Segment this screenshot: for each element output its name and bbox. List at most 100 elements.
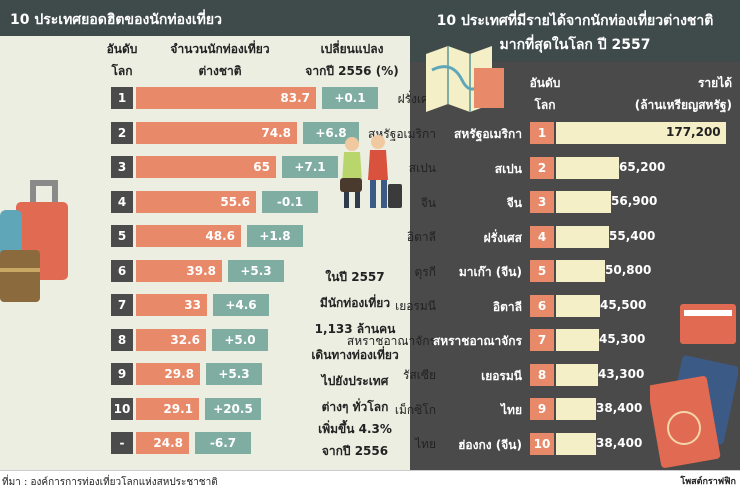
left-rank-header-1: อันดับ — [106, 42, 138, 56]
country-label: มาเก๊า (จีน) — [458, 265, 522, 279]
passport-illustration — [650, 304, 738, 468]
note-line-1: ในปี 2557 — [325, 270, 385, 284]
rank-box: 1 — [111, 87, 133, 109]
map-illustration — [426, 46, 504, 112]
note-line-6: ต่างๆ ทั่วโลก — [321, 400, 389, 414]
rank-box: 1 — [530, 122, 554, 144]
rank-box: 8 — [111, 328, 133, 351]
country-label: สหราชอาณาจักร — [346, 333, 436, 348]
note-line-2: มีนักท่องเที่ยว — [319, 296, 391, 310]
arrivals-bar: 24.8 — [136, 432, 189, 454]
left-title: 10 ประเทศยอดฮิตของนักท่องเที่ยว — [10, 12, 222, 28]
arrivals-header-1: จำนวนนักท่องเที่ยว — [170, 42, 270, 56]
revenue-value: 38,400 — [596, 401, 643, 415]
revenue-bar — [556, 294, 600, 317]
left-rank-header-2: โลก — [111, 64, 133, 78]
rank-box: 6 — [530, 294, 554, 317]
rank-box: 3 — [530, 191, 554, 213]
rank-box: 2 — [111, 121, 133, 144]
rank-box: 5 — [111, 225, 133, 247]
source-bar: ที่มา : องค์การการท่องเที่ยวโลกแห่งสหประ… — [0, 470, 740, 494]
right-title-line-2: มากที่สุดในโลก ปี 2557 — [499, 37, 651, 53]
country-label: จีน — [420, 195, 436, 210]
right-title-line-1: 10 ประเทศที่มีรายได้จากนักท่องเที่ยวต่าง… — [436, 13, 714, 29]
right-title-bar: 10 ประเทศที่มีรายได้จากนักท่องเที่ยวต่าง… — [410, 0, 740, 62]
rank-box: - — [111, 432, 133, 454]
note-line-7: เพิ่มขึ้น 4.3% — [318, 422, 392, 436]
rank-box: 7 — [530, 329, 554, 351]
revenue-value: 50,800 — [605, 263, 652, 277]
revenue-bar — [556, 225, 609, 248]
arrivals-bar: 39.8 — [136, 259, 222, 282]
revenue-value: 177,200 — [666, 125, 721, 139]
change-badge: +0.1 — [322, 87, 378, 109]
change-badge: +5.0 — [212, 328, 268, 351]
revenue-bar — [556, 329, 599, 351]
change-badge: +7.1 — [282, 156, 338, 178]
rank-box: 9 — [530, 398, 554, 420]
revenue-value: 45,300 — [599, 332, 646, 346]
arrivals-bar: 48.6 — [136, 225, 241, 247]
arrivals-header-2: ต่างชาติ — [198, 64, 242, 78]
country-label: ไทย — [501, 403, 522, 417]
country-label: ฮ่องกง (จีน) — [458, 437, 522, 452]
revenue-value: 45,500 — [600, 297, 647, 312]
rank-box: 5 — [530, 260, 554, 282]
change-badge: -6.7 — [195, 432, 251, 454]
change-badge: +20.5 — [205, 397, 261, 420]
revenue-bar — [556, 432, 596, 455]
note-line-8: จากปี 2556 — [321, 444, 389, 458]
country-label: สเปน — [408, 161, 436, 175]
change-badge: +5.3 — [228, 259, 284, 282]
travelers-illustration — [340, 135, 402, 208]
revenue-bar — [556, 260, 605, 282]
rank-box: 4 — [530, 225, 554, 248]
rank-box: 10 — [530, 432, 554, 455]
revenue-bar — [556, 398, 596, 420]
change-header-1: เปลี่ยนแปลง — [320, 42, 384, 56]
arrivals-bar: 32.6 — [136, 328, 206, 351]
rank-box: 4 — [111, 190, 133, 213]
revenue-value: 38,400 — [596, 435, 643, 450]
country-label: สหรัฐอเมริกา — [454, 127, 522, 141]
right-rank-header-2: โลก — [534, 98, 556, 112]
country-label: เยอรมนี — [395, 299, 436, 313]
revenue-bar — [556, 191, 611, 213]
change-badge: +6.8 — [303, 121, 359, 144]
revenue-value: 65,200 — [619, 159, 666, 174]
revenue-value: 43,300 — [598, 366, 645, 381]
change-header-2: จากปี 2556 (%) — [305, 64, 399, 78]
arrivals-bar: 74.8 — [136, 121, 297, 144]
country-label: สหราชอาณาจักร — [432, 334, 522, 348]
arrivals-bar: 65 — [136, 156, 276, 178]
country-label: อิตาลี — [492, 299, 522, 314]
country-label: เยอรมนี — [481, 368, 522, 383]
country-label: รัสเซีย — [402, 368, 436, 382]
country-label: จีน — [506, 196, 522, 210]
change-badge: +1.8 — [247, 225, 303, 247]
note-line-4: เดินทางท่องเที่ยว — [311, 348, 399, 362]
change-badge: -0.1 — [262, 190, 318, 213]
rank-box: 10 — [111, 397, 133, 420]
arrivals-bar: 33 — [136, 294, 207, 316]
source-text: ที่มา : องค์การการท่องเที่ยวโลกแห่งสหประ… — [2, 477, 218, 488]
country-label: สเปน — [494, 161, 522, 176]
revenue-value: 55,400 — [609, 228, 656, 243]
country-label: อิตาลี — [406, 230, 436, 244]
rank-box: 2 — [530, 156, 554, 179]
note-line-5: ไปยังประเทศ — [321, 374, 389, 388]
rank-box: 6 — [111, 259, 133, 282]
note-line-3: 1,133 ล้านคน — [314, 322, 396, 336]
revenue-header-1: รายได้ — [697, 76, 732, 90]
revenue-bar — [556, 363, 598, 386]
rank-box: 3 — [111, 156, 133, 178]
revenue-bar — [556, 156, 619, 179]
country-label: สหรัฐอเมริกา — [368, 126, 436, 141]
rank-box: 8 — [530, 363, 554, 386]
arrivals-bar: 29.1 — [136, 397, 199, 420]
rank-box: 9 — [111, 363, 133, 385]
country-label: ไทย — [415, 437, 436, 451]
arrivals-bar: 29.8 — [136, 363, 200, 385]
left-title-bar: 10 ประเทศยอดฮิตของนักท่องเที่ยว — [0, 0, 410, 36]
revenue-bar — [556, 122, 726, 144]
